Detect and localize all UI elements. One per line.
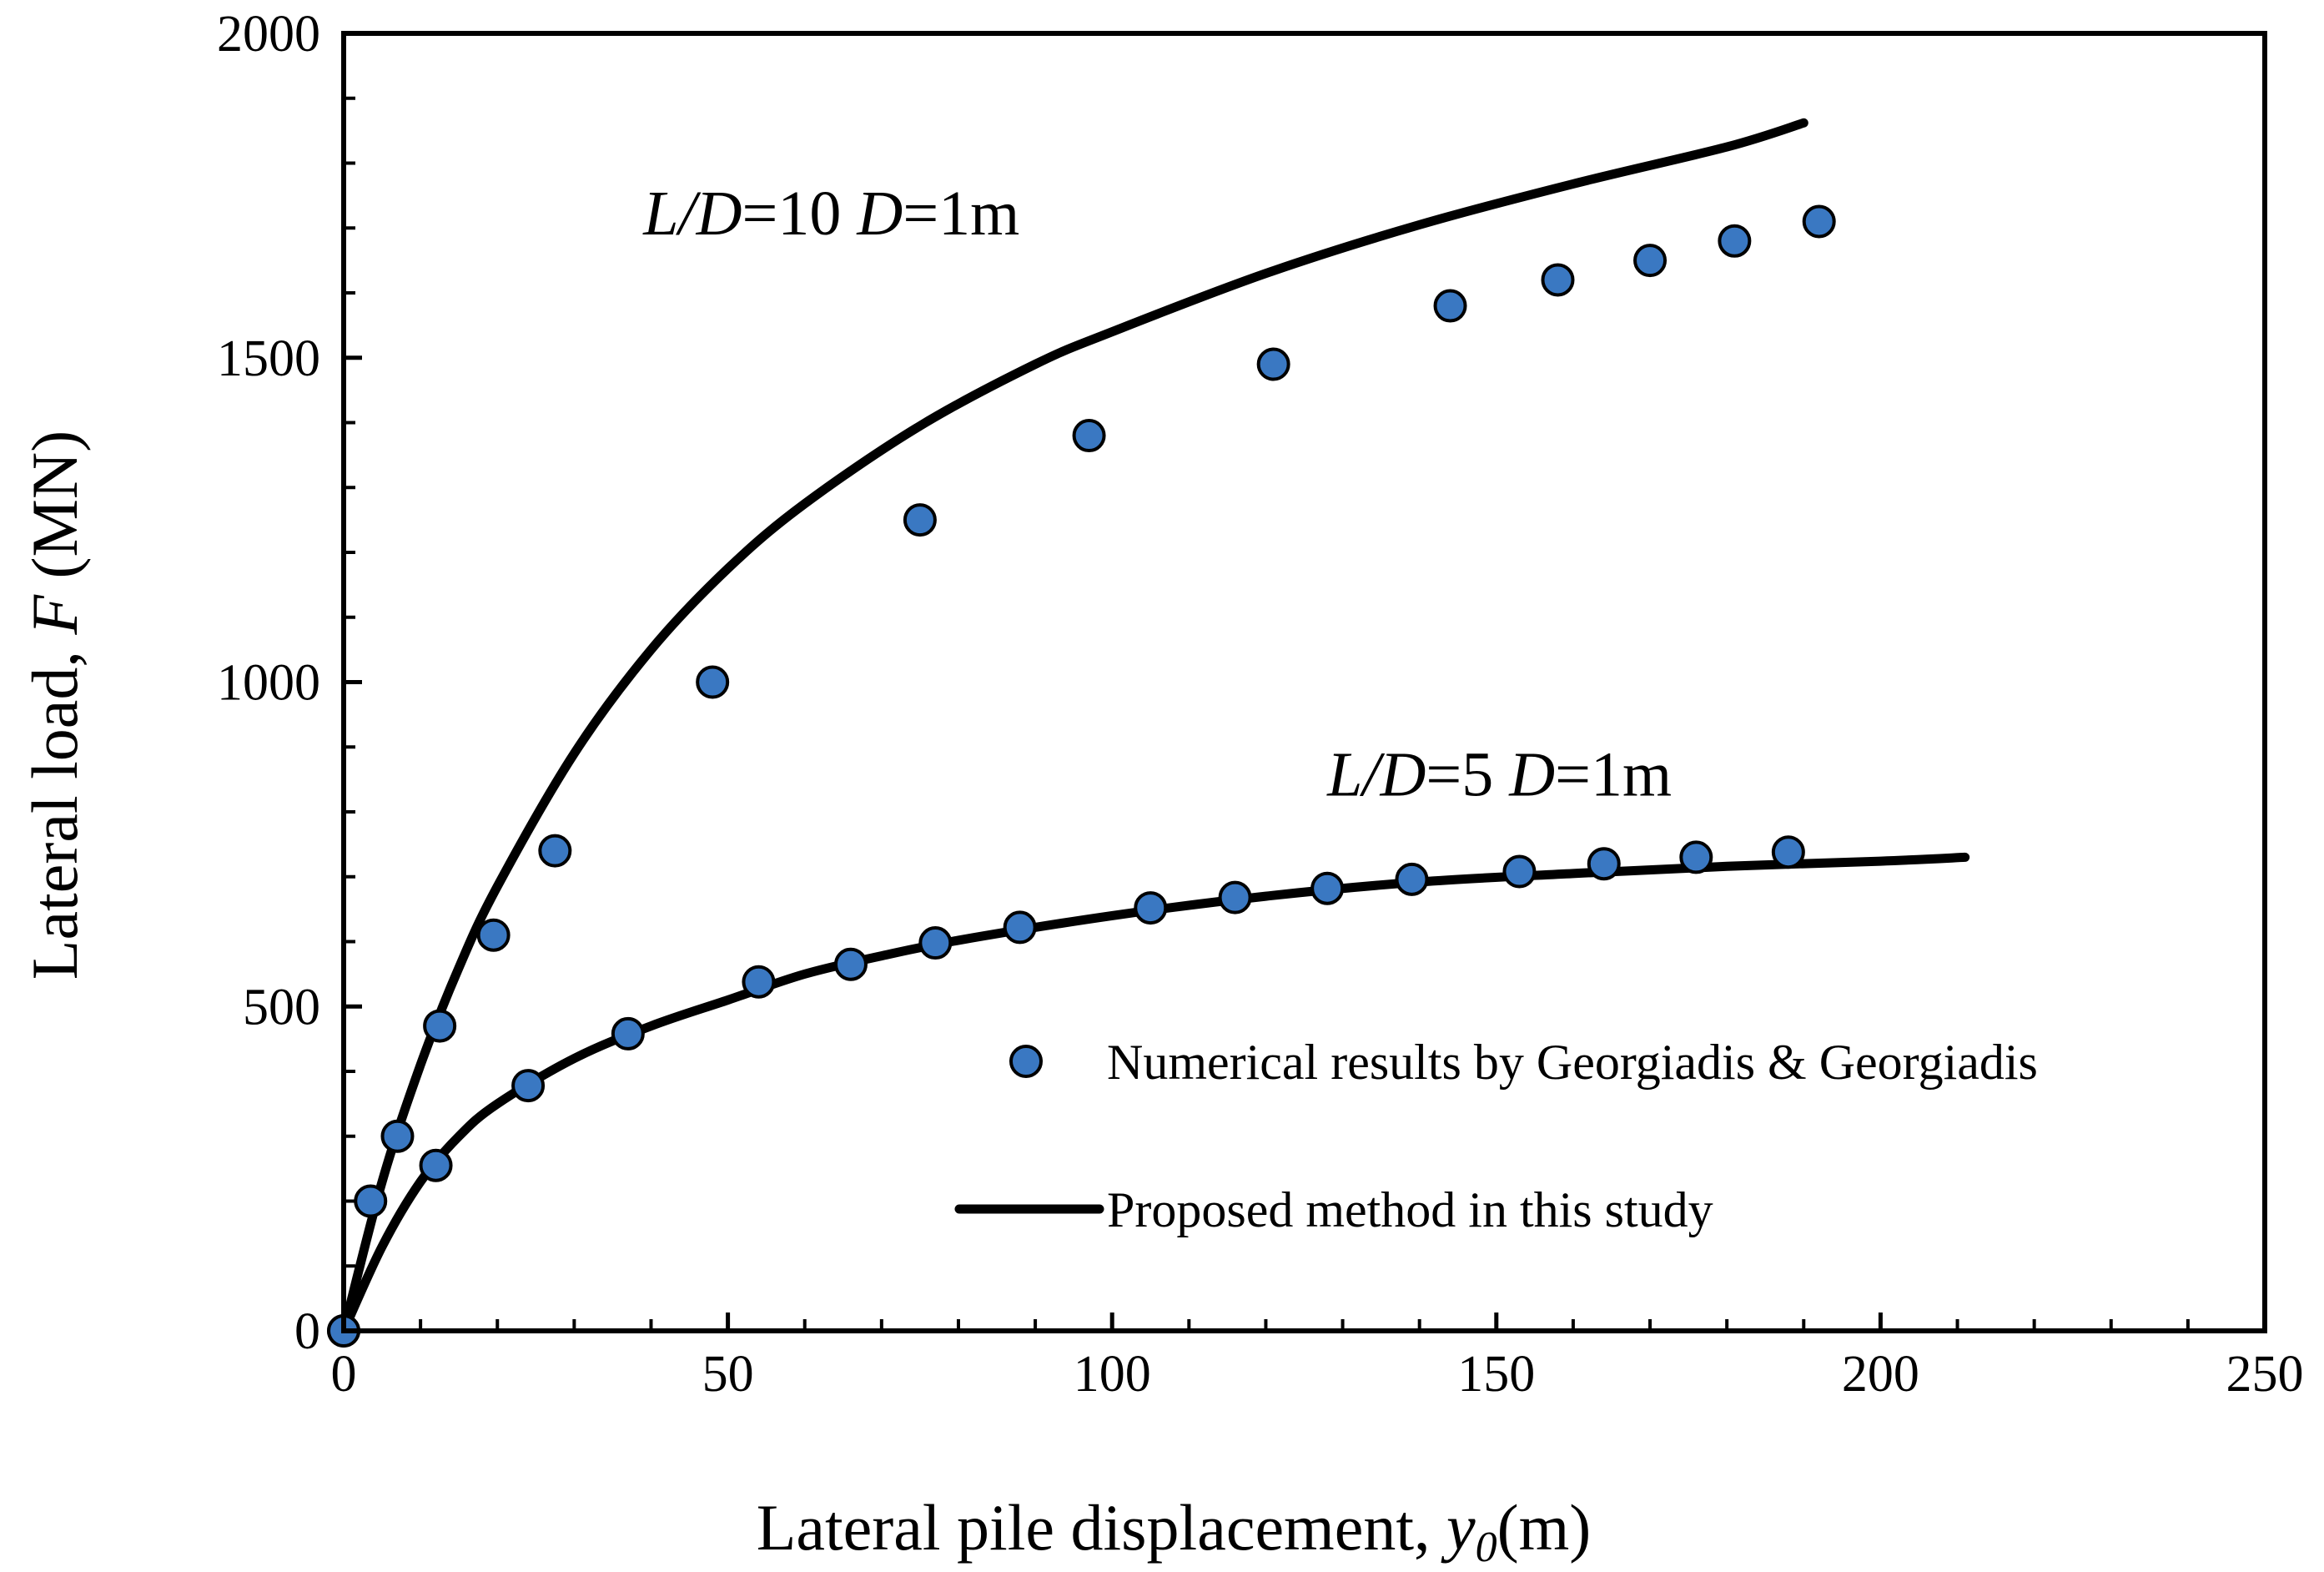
data-point: [1802, 204, 1836, 239]
data-point: [538, 834, 572, 868]
annotation-ld10: L/D=10 D=1m: [642, 179, 1019, 249]
data-point: [1771, 835, 1805, 869]
x-tick-label: 0: [331, 1346, 357, 1403]
data-point: [833, 947, 868, 981]
series-lines: [339, 118, 1970, 1336]
annotation-ld5: L/D=5 D=1m: [1326, 740, 1672, 810]
data-point: [1541, 263, 1575, 297]
data-point: [511, 1069, 546, 1103]
data-point: [611, 1016, 645, 1051]
data-point: [1310, 871, 1345, 905]
data-point: [1587, 847, 1621, 881]
data-point: [419, 1148, 453, 1182]
x-tick-label: 150: [1457, 1346, 1535, 1403]
data-point: [1433, 289, 1467, 323]
data-point: [1679, 840, 1713, 874]
data-point: [1003, 910, 1037, 945]
legend: Numerical results by Georgiadis & Georgi…: [954, 1035, 2038, 1237]
data-point: [903, 503, 937, 537]
axes: [341, 31, 2267, 1333]
data-point: [423, 1009, 457, 1043]
data-point: [1256, 347, 1290, 381]
x-tick-label: 200: [1842, 1346, 1919, 1403]
data-point: [918, 926, 953, 960]
y-tick-label: 1000: [217, 655, 320, 712]
tick-labels: 0 50 100 150 200 250 0 500 1000 1500 2000: [217, 6, 2304, 1403]
data-points: [327, 204, 1836, 1348]
data-point: [742, 965, 776, 999]
y-tick-label: 500: [243, 979, 320, 1035]
legend-marker-numerical: [1009, 1045, 1043, 1078]
y-axis-title: Lateral load, F (MN): [18, 431, 91, 980]
legend-label-numerical: Numerical results by Georgiadis & Georgi…: [1107, 1035, 2038, 1090]
data-point: [354, 1184, 388, 1218]
y-tick-label: 2000: [217, 6, 320, 63]
legend-label-proposed: Proposed method in this study: [1107, 1182, 1713, 1237]
x-tick-label: 50: [702, 1346, 754, 1403]
annotations: L/D=10 D=1m L/D=5 D=1m: [642, 179, 1672, 810]
data-point: [1218, 880, 1252, 914]
data-point: [696, 665, 730, 699]
y-tick-label: 1500: [217, 330, 320, 387]
proposed-method-line: [339, 118, 1808, 1336]
data-point: [1395, 862, 1429, 896]
data-point: [380, 1119, 415, 1153]
y-tick-label: 0: [294, 1303, 320, 1360]
data-point: [476, 918, 511, 952]
x-tick-label: 250: [2226, 1346, 2304, 1403]
x-axis-title: Lateral pile displacement, y0(m): [757, 1491, 1592, 1571]
data-point: [1502, 854, 1537, 889]
data-point: [1134, 891, 1168, 925]
proposed-method-line: [339, 852, 1970, 1336]
data-point: [1633, 244, 1668, 278]
data-point: [1718, 224, 1752, 258]
data-point: [1072, 419, 1106, 453]
x-tick-label: 100: [1074, 1346, 1151, 1403]
plot-frame: [341, 31, 2267, 1333]
